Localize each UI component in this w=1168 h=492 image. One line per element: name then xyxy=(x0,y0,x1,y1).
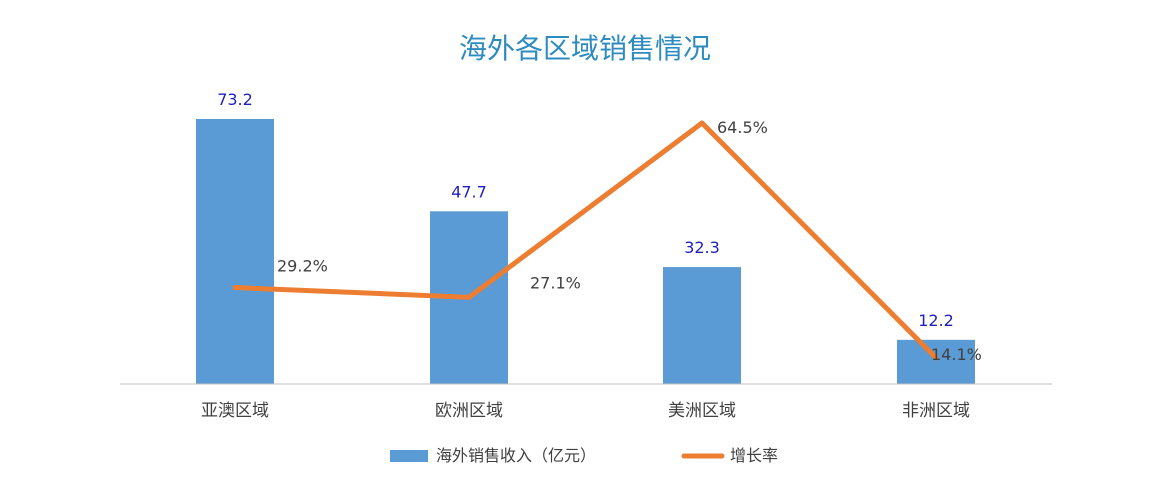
growth-value-label-4: 14.1% xyxy=(931,345,982,364)
bar-labels-layer: 73.2 47.7 32.3 12.2 xyxy=(217,90,954,330)
legend-label-revenue: 海外销售收入（亿元） xyxy=(436,446,596,465)
bar-3 xyxy=(663,267,741,384)
legend: 海外销售收入（亿元） 增长率 xyxy=(390,446,778,465)
growth-value-label-2: 27.1% xyxy=(530,273,581,292)
bar-4 xyxy=(897,339,975,384)
chart-title: 海外各区域销售情况 xyxy=(459,32,711,65)
bar-value-label-1: 73.2 xyxy=(217,90,253,109)
growth-rate-line xyxy=(232,120,939,361)
bar-value-label-4: 12.2 xyxy=(918,311,954,330)
legend-label-growth: 增长率 xyxy=(730,446,778,465)
category-label-2: 欧洲区域 xyxy=(435,401,503,421)
category-label-3: 美洲区域 xyxy=(668,401,736,421)
category-label-4: 非洲区域 xyxy=(902,401,970,421)
bar-1 xyxy=(196,119,274,384)
legend-swatch-revenue xyxy=(390,450,428,462)
category-label-1: 亚澳区域 xyxy=(201,401,269,421)
line-labels-layer: 29.2% 27.1% 64.5% 14.1% xyxy=(277,118,982,364)
growth-value-label-3: 64.5% xyxy=(717,118,768,137)
bar-value-label-2: 47.7 xyxy=(451,182,487,201)
growth-value-label-1: 29.2% xyxy=(277,257,328,276)
category-labels-layer: 亚澳区域 欧洲区域 美洲区域 非洲区域 xyxy=(201,401,970,421)
bars-layer xyxy=(196,119,975,384)
bar-value-label-3: 32.3 xyxy=(684,238,720,257)
